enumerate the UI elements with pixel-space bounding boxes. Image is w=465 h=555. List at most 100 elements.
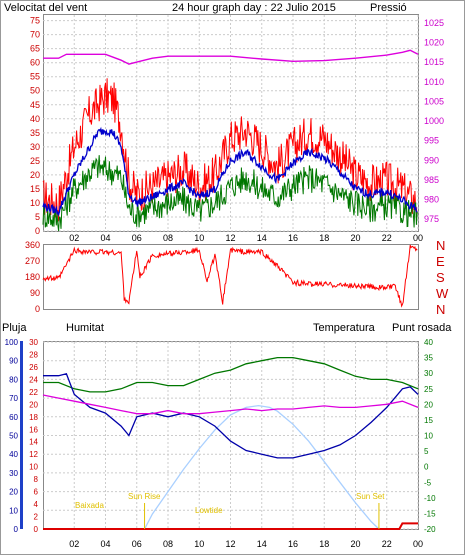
direction-y-tick-label: 0	[35, 304, 40, 314]
axis-tick-labels: 0202040406060808101012121414161618182020…	[5, 16, 449, 549]
wind-x-tick-label: 12	[225, 233, 235, 243]
humidity-y-tick-label: 70	[9, 394, 18, 403]
wind-x-tick-label: 02	[69, 233, 79, 243]
rain-label: Pluja	[2, 322, 27, 334]
pressure-y-tick-label: 1010	[424, 77, 444, 87]
wind-y-tick-label: 0	[35, 226, 40, 236]
series-wind-avg-line	[42, 126, 418, 217]
series-pressure-line	[43, 49, 419, 65]
humidity-x-tick-label: 22	[382, 539, 392, 549]
rain-y-tick-label: 26	[29, 363, 38, 372]
humidity-y-tick-label: 30	[9, 469, 18, 478]
rain-y-tick-label: 24	[29, 375, 38, 384]
compass-label: N	[436, 302, 445, 317]
annotation-label: Sun Set	[356, 492, 385, 501]
wind-direction-panel	[43, 244, 419, 310]
humidity-x-tick-label: 04	[100, 539, 110, 549]
wind-y-tick-label: 30	[30, 142, 40, 152]
rain-y-tick-label: 2	[34, 513, 39, 522]
temperature-y-tick-label: 25	[424, 385, 433, 394]
temperature-y-tick-label: 15	[424, 416, 433, 425]
wind-x-tick-label: 10	[194, 233, 204, 243]
wind-y-tick-label: 75	[30, 16, 40, 26]
series-rain-line	[43, 522, 418, 530]
pressure-y-tick-label: 975	[424, 214, 439, 224]
humidity-y-tick-label: 40	[9, 450, 18, 459]
series-dewpoint-line	[42, 394, 419, 415]
rain-y-tick-label: 8	[34, 475, 39, 484]
direction-y-tick-label: 270	[25, 256, 40, 266]
temperature-y-tick-label: -15	[424, 509, 436, 518]
humidity-x-tick-label: 14	[257, 539, 267, 549]
temperature-y-tick-label: 10	[424, 432, 433, 441]
pressure-y-tick-label: 980	[424, 195, 439, 205]
wind-x-tick-label: 08	[163, 233, 173, 243]
humidity-x-tick-label: 18	[319, 539, 329, 549]
wind-y-tick-label: 20	[30, 170, 40, 180]
wind-x-tick-label: 18	[319, 233, 329, 243]
rain-y-tick-label: 18	[29, 413, 38, 422]
humidity-x-tick-label: 06	[132, 539, 142, 549]
humidity-x-tick-label: 12	[225, 539, 235, 549]
rain-y-tick-label: 16	[29, 425, 38, 434]
wind-x-tick-label: 04	[100, 233, 110, 243]
humidity-y-tick-label: 100	[5, 338, 19, 347]
wind-x-tick-label: 22	[382, 233, 392, 243]
chart-series	[42, 49, 419, 530]
humidity-x-tick-label: 20	[350, 539, 360, 549]
humidity-y-tick-label: 20	[9, 488, 18, 497]
wind-x-tick-label: 06	[132, 233, 142, 243]
series-temperature-line	[43, 356, 419, 393]
pressure-y-tick-label: 1000	[424, 116, 444, 126]
wind-x-tick-label: 20	[350, 233, 360, 243]
wind-x-tick-label: 16	[288, 233, 298, 243]
wind-speed-title: Velocitat del vent	[4, 2, 87, 14]
annotation-label: Lowtide	[195, 506, 223, 515]
wind-y-tick-label: 55	[30, 72, 40, 82]
wind-x-tick-label: 00	[413, 233, 423, 243]
pressure-y-tick-label: 1020	[424, 37, 444, 47]
temperature-y-tick-label: 30	[424, 369, 433, 378]
series-humidity-line	[43, 373, 419, 459]
direction-y-tick-label: 90	[30, 288, 40, 298]
temperature-y-tick-label: 40	[424, 338, 433, 347]
humidity-x-tick-label: 08	[163, 539, 173, 549]
series-wind-speed-line	[42, 155, 418, 232]
series-sun-line	[144, 404, 380, 530]
rain-y-tick-label: 10	[29, 463, 38, 472]
annotation-label: Sun Rise	[128, 492, 161, 501]
wind-y-tick-label: 70	[30, 30, 40, 40]
wind-y-tick-label: 60	[30, 58, 40, 68]
wind-y-tick-label: 65	[30, 44, 40, 54]
pressure-y-tick-label: 990	[424, 155, 439, 165]
wind-y-tick-label: 35	[30, 128, 40, 138]
compass-label: E	[436, 254, 445, 269]
rain-y-tick-label: 0	[34, 525, 39, 534]
compass-label: N	[436, 238, 445, 253]
dewpoint-label: Punt rosada	[392, 322, 452, 334]
rain-y-tick-label: 22	[29, 388, 38, 397]
rain-y-tick-label: 6	[34, 488, 39, 497]
humidity-y-tick-label: 0	[14, 525, 19, 534]
pressure-title: Pressió	[370, 2, 407, 14]
temperature-label: Temperatura	[313, 322, 376, 334]
compass-label: W	[436, 286, 449, 301]
humidity-x-tick-label: 02	[69, 539, 79, 549]
wind-y-tick-label: 45	[30, 100, 40, 110]
rain-axis-bar	[20, 341, 23, 529]
humidity-y-tick-label: 60	[9, 413, 18, 422]
humidity-y-tick-label: 10	[9, 506, 18, 515]
temperature-y-tick-label: 0	[424, 463, 429, 472]
rain-y-tick-label: 20	[29, 400, 38, 409]
temperature-y-tick-label: 35	[424, 354, 433, 363]
annotation-label: Baixada	[75, 501, 104, 510]
humidity-y-tick-label: 50	[9, 432, 18, 441]
temperature-y-tick-label: -5	[424, 478, 432, 487]
wind-y-tick-label: 10	[30, 198, 40, 208]
humidity-x-tick-label: 10	[194, 539, 204, 549]
wind-y-tick-label: 5	[35, 212, 40, 222]
humidity-x-tick-label: 16	[288, 539, 298, 549]
